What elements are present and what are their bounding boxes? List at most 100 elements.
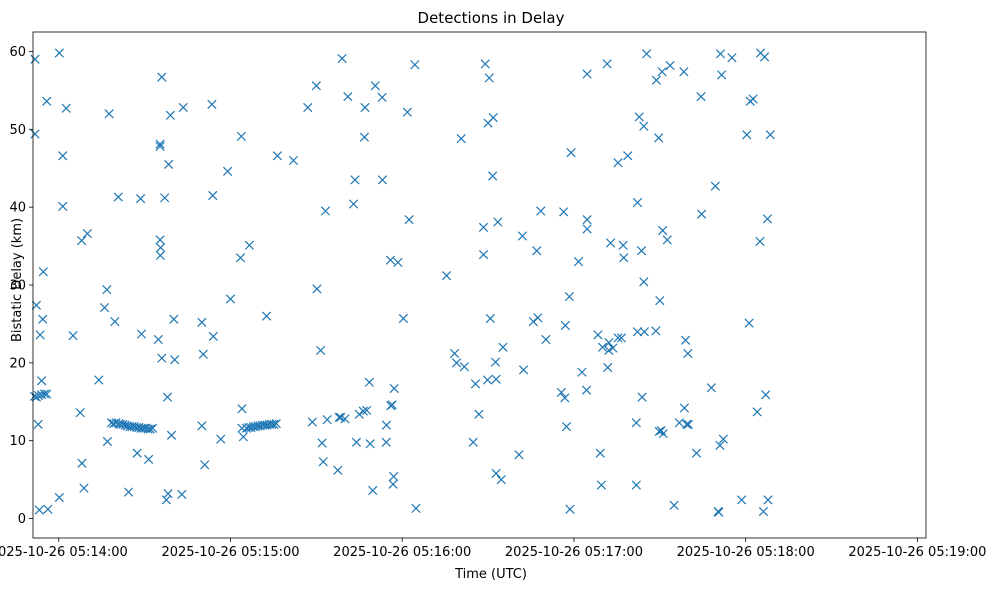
data-point-marker <box>42 389 52 399</box>
data-point-marker <box>269 419 279 429</box>
data-point-marker <box>135 193 146 204</box>
data-point-marker <box>478 222 489 233</box>
data-point-marker <box>639 327 649 337</box>
data-point-marker <box>608 343 618 353</box>
data-point-marker <box>744 318 754 328</box>
data-point-marker <box>493 217 503 227</box>
data-point-marker <box>488 171 498 181</box>
data-point-marker <box>272 151 283 161</box>
data-point-marker <box>177 489 187 500</box>
data-point-marker <box>398 313 408 324</box>
data-point-marker <box>613 158 623 168</box>
data-point-marker <box>42 96 52 106</box>
data-point-marker <box>573 257 584 267</box>
data-point-marker <box>491 374 501 384</box>
data-point-marker <box>261 311 272 321</box>
data-point-marker <box>123 487 134 497</box>
data-point-marker <box>58 151 68 161</box>
y-tick-label: 50 <box>9 123 26 138</box>
data-point-marker <box>157 72 167 82</box>
data-point-marker <box>368 485 378 496</box>
data-point-marker <box>696 209 707 219</box>
data-point-marker <box>39 389 50 399</box>
data-point-marker <box>564 292 574 302</box>
data-point-marker <box>82 228 93 239</box>
data-point-marker <box>595 448 605 458</box>
data-point-marker <box>320 206 331 216</box>
data-point-marker <box>136 329 147 339</box>
y-tick-label: 10 <box>9 434 26 449</box>
data-point-marker <box>485 313 496 324</box>
data-point-marker <box>58 201 68 211</box>
data-point-marker <box>377 175 388 185</box>
y-tick-label: 30 <box>9 279 26 294</box>
data-point-marker <box>318 457 328 467</box>
data-point-marker <box>605 238 616 248</box>
data-point-marker <box>679 67 689 77</box>
x-tick-label: 2025-10-26 05:19:00 <box>848 545 986 560</box>
data-point-marker <box>658 429 668 439</box>
data-point-marker <box>491 468 501 479</box>
data-point-marker <box>566 148 576 158</box>
data-point-marker <box>303 102 313 113</box>
data-points <box>29 48 775 517</box>
data-point-marker <box>565 504 575 514</box>
data-point-marker <box>631 418 641 428</box>
x-tick-label: 2025-10-26 05:18:00 <box>677 545 815 560</box>
chart-title: Detections in Delay <box>418 9 565 27</box>
data-point-marker <box>155 139 165 149</box>
data-point-marker <box>30 129 40 139</box>
data-point-marker <box>468 437 478 447</box>
y-axis-ticks: 0 10 20 30 40 50 60 <box>9 45 33 527</box>
data-point-marker <box>742 130 752 140</box>
data-point-marker <box>696 91 706 102</box>
data-point-marker <box>348 199 359 209</box>
data-point-marker <box>679 403 690 413</box>
data-point-marker <box>449 348 460 359</box>
data-point-marker <box>765 130 775 140</box>
data-point-marker <box>79 483 89 493</box>
data-point-marker <box>388 479 398 489</box>
data-point-marker <box>762 214 773 224</box>
data-point-marker <box>593 330 603 340</box>
data-point-marker <box>35 330 45 340</box>
data-point-marker <box>559 207 569 217</box>
data-point-marker <box>317 438 327 448</box>
data-point-marker <box>560 393 570 403</box>
data-point-marker <box>518 365 529 375</box>
data-point-marker <box>616 333 627 343</box>
data-point-marker <box>54 48 64 58</box>
data-point-marker <box>613 333 623 343</box>
data-point-marker <box>381 437 391 447</box>
data-point-marker <box>498 342 508 352</box>
data-point-marker <box>316 345 326 356</box>
data-point-marker <box>155 250 165 261</box>
data-point-marker <box>655 295 665 306</box>
data-point-marker <box>755 236 765 247</box>
data-point-marker <box>359 132 370 142</box>
data-point-marker <box>488 113 498 123</box>
data-point-marker <box>619 253 629 263</box>
data-point-marker <box>683 419 694 429</box>
data-point-marker <box>669 500 679 510</box>
data-point-marker <box>208 190 218 201</box>
data-point-marker <box>94 375 104 385</box>
x-axis-label: Time (UTC) <box>454 567 527 582</box>
data-point-marker <box>602 59 612 69</box>
data-point-marker <box>370 81 380 91</box>
data-point-marker <box>288 155 299 166</box>
data-point-marker <box>197 421 207 431</box>
data-point-marker <box>77 236 87 246</box>
data-point-marker <box>132 448 142 458</box>
y-tick-label: 60 <box>9 45 26 60</box>
data-point-marker <box>104 109 114 119</box>
data-point-marker <box>637 392 647 402</box>
data-point-marker <box>393 257 403 268</box>
data-point-marker <box>532 246 542 256</box>
data-point-marker <box>216 434 226 444</box>
data-point-marker <box>514 450 524 460</box>
data-point-marker <box>634 112 644 122</box>
data-point-marker <box>198 349 208 359</box>
data-point-marker <box>77 458 87 468</box>
data-point-marker <box>208 331 218 342</box>
